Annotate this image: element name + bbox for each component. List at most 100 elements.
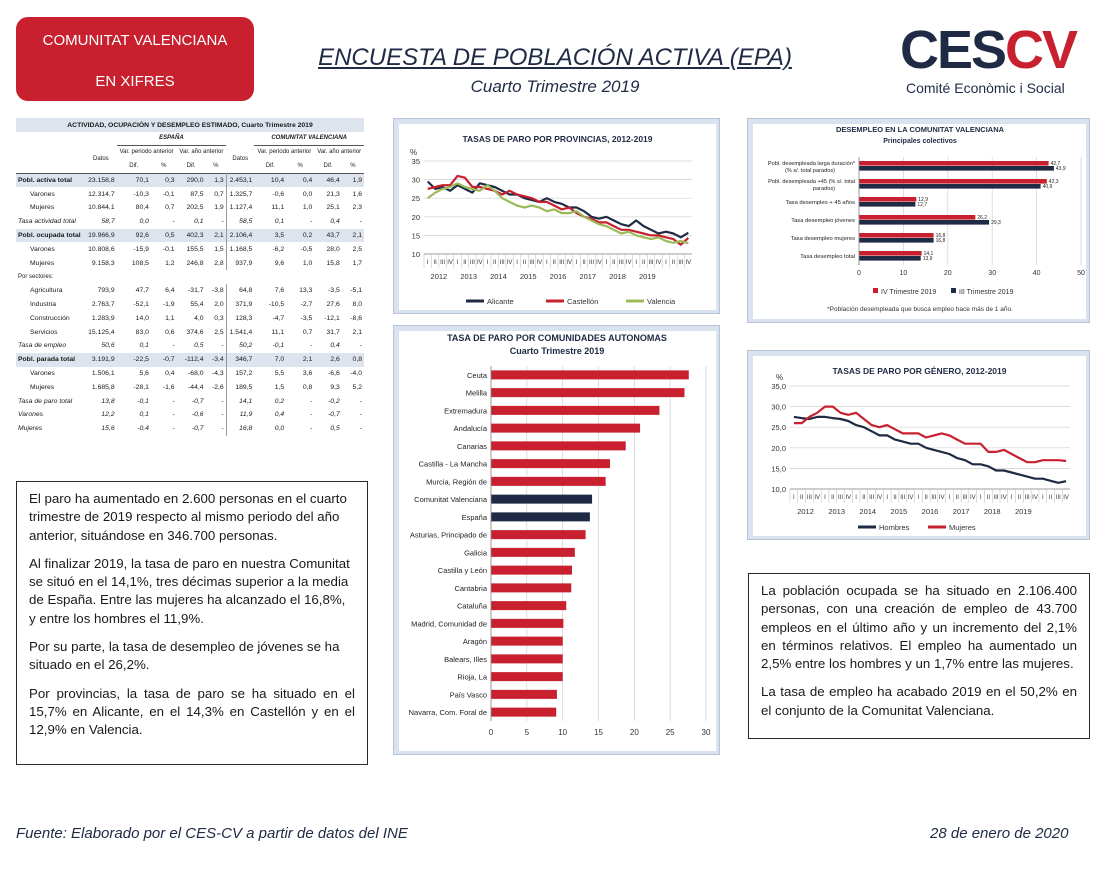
category-label: Cataluña: [457, 602, 488, 611]
table-cell: 50,6: [101, 342, 115, 350]
table-cell: -6,2: [272, 245, 285, 253]
quarter-tick-label: I: [980, 495, 982, 501]
table-cell: 13,3: [299, 287, 313, 295]
table-cell: 80,4: [135, 204, 149, 212]
table-cell: -0,1: [162, 190, 175, 198]
bar-iv: [859, 215, 976, 220]
legend-label: Valencia: [647, 297, 676, 306]
table-row: Pobl. activa total 23.158,8 70,1 0,3 290,0 1,…: [16, 173, 364, 188]
legend-label: Hombres: [879, 523, 910, 532]
chart-title: TASA DE PARO POR COMUNIDADES AUTONOMAS: [447, 333, 667, 343]
legend-label: Castellón: [567, 297, 598, 306]
bar-iii: [859, 256, 921, 261]
quarter-tick-label: III: [962, 495, 967, 501]
table-cell: -0,6: [191, 411, 204, 419]
table-cell: 9,3: [330, 383, 340, 391]
series-line-mujeres: [793, 405, 1067, 464]
quarter-tick-label: I: [917, 495, 919, 501]
y-tick-label: 15,0: [771, 464, 786, 473]
table-cell: -2,6: [211, 383, 224, 391]
bar-espa-a: [491, 512, 590, 522]
x-tick-label: 20: [630, 728, 639, 737]
table-cell: -: [359, 218, 362, 226]
data-label: 29,3: [991, 220, 1001, 226]
table-cell: -112,4: [176, 352, 206, 367]
row-label: Varones: [18, 411, 44, 419]
bar-iv: [859, 161, 1049, 166]
chart-colectivos-panel: DESEMPLEO EN LA COMUNITAT VALENCIANA Prin…: [747, 118, 1090, 323]
series-line-hombres: [793, 415, 1067, 484]
row-label: Tasa actividad total: [18, 218, 76, 226]
data-label: 40,9: [1043, 184, 1053, 190]
chart-title: TASAS DE PARO POR GÉNERO, 2012-2019: [833, 366, 1007, 376]
table-cell: 14,1: [225, 394, 255, 408]
category-label: Aragón: [463, 637, 487, 646]
table-cell: 1,0: [302, 259, 313, 267]
quarter-tick-label: III: [900, 495, 905, 501]
quarter-tick-label: III: [807, 495, 812, 501]
x-tick-label: 0: [857, 270, 861, 277]
category-label: Tasa desempleo jóvenes: [791, 218, 855, 224]
category-label: Andalucía: [454, 424, 488, 433]
footer-source: Fuente: Elaborado por el CES-CV a partir…: [16, 825, 408, 842]
table-cell: 3,5: [254, 228, 287, 243]
row-label: Varones: [30, 369, 55, 377]
table-cell: -: [310, 425, 313, 433]
bar-galicia: [491, 547, 575, 557]
chart-footnote: *Población desempleada que busca empleo …: [827, 306, 1013, 313]
legend-label: Alicante: [487, 297, 514, 306]
table-cell: 2,5: [214, 328, 224, 336]
table-row: Tasa de empleo 50,6 0,1-0,5-50,2 -0,1-0,4-: [16, 338, 364, 353]
table-cell: 55,4: [190, 300, 204, 308]
table-row: Mujeres 10.844,1 80,4 0,7 202,5 1,9 1.127,4 11,…: [16, 200, 364, 215]
bar-pa-s-vasco: [491, 689, 557, 699]
table-cell: 374,6: [186, 328, 204, 336]
row-label: Mujeres: [18, 425, 43, 433]
table-cell: -: [221, 342, 224, 350]
row-label: Tasa de paro total: [18, 397, 73, 405]
quarter-tick-label: III: [500, 260, 505, 266]
category-label: Pobl. desempleada +45 (% s/. total: [768, 179, 855, 185]
quarter-tick-label: I: [949, 495, 951, 501]
y-tick-label: 30: [412, 176, 420, 185]
x-tick-label: 30: [702, 728, 711, 737]
group-cv: COMUNITAT VALENCIANA: [254, 132, 364, 147]
table-cell: 0,7: [214, 190, 224, 198]
table-cell: 0,1: [274, 218, 285, 226]
category-label: Tasa desempleo total: [800, 254, 855, 260]
quarter-tick-label: II: [831, 495, 835, 501]
table-cell: -12,1: [324, 314, 340, 322]
bar-castilla-la-mancha: [491, 459, 610, 469]
y-tick-label: 35: [412, 157, 420, 166]
series-line-castellón: [427, 174, 690, 246]
col-dif: Dif.: [129, 162, 139, 169]
table-cell: 16,8: [225, 421, 255, 436]
x-tick-label: 5: [525, 728, 530, 737]
category-label-line2: parados): [813, 186, 835, 192]
col-pct: %: [213, 162, 219, 169]
row-label: Varones: [30, 190, 55, 198]
table-cell: 2,1: [205, 228, 227, 243]
quarter-tick-label: II: [433, 260, 437, 266]
col-dif: Dif.: [323, 162, 333, 169]
quarter-tick-label: I: [546, 260, 548, 266]
quarter-tick-label: IV: [656, 260, 662, 266]
quarter-tick-label: III: [678, 260, 683, 266]
sectors-row: Por sectores:: [16, 270, 364, 284]
bar-ceuta: [491, 370, 689, 380]
bar-iv: [859, 179, 1047, 184]
chart-provincias-panel: TASAS DE PARO POR PROVINCIAS, 2012-2019%…: [393, 118, 720, 314]
quarter-tick-label: I: [855, 495, 857, 501]
category-label: Melilla: [466, 389, 488, 398]
logo-es: ES: [937, 20, 1007, 80]
data-label: 43,9: [1056, 166, 1066, 172]
table-row: Agricultura 793,9 47,7 6,4 -31,7 -3,8 64,8 7,6 1…: [16, 283, 364, 298]
table-cell: 1,9: [214, 204, 224, 212]
quarter-tick-label: I: [665, 260, 667, 266]
table-cell: 202,5: [186, 204, 204, 212]
category-label: Asturias, Principado de: [410, 531, 487, 540]
table-cell: 58,7: [101, 218, 115, 226]
quarter-tick-label: II: [956, 495, 960, 501]
row-label: Tasa de empleo: [18, 342, 67, 350]
table-cell: 11,9: [225, 407, 255, 422]
